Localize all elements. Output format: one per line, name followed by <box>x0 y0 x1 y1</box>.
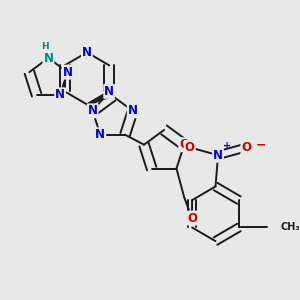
Text: O: O <box>187 212 197 225</box>
Text: N: N <box>55 88 65 101</box>
Text: CH₃: CH₃ <box>280 223 300 232</box>
Text: N: N <box>128 104 138 117</box>
Text: H: H <box>41 42 48 51</box>
Text: N: N <box>44 52 53 64</box>
Text: N: N <box>88 104 98 117</box>
Text: N: N <box>104 85 114 98</box>
Text: −: − <box>255 138 266 151</box>
Text: O: O <box>242 141 251 154</box>
Text: +: + <box>223 141 231 151</box>
Text: N: N <box>82 46 92 59</box>
Text: N: N <box>62 66 73 79</box>
Text: N: N <box>213 149 223 162</box>
Text: N: N <box>95 128 105 141</box>
Text: O: O <box>185 141 195 154</box>
Text: O: O <box>179 138 189 151</box>
